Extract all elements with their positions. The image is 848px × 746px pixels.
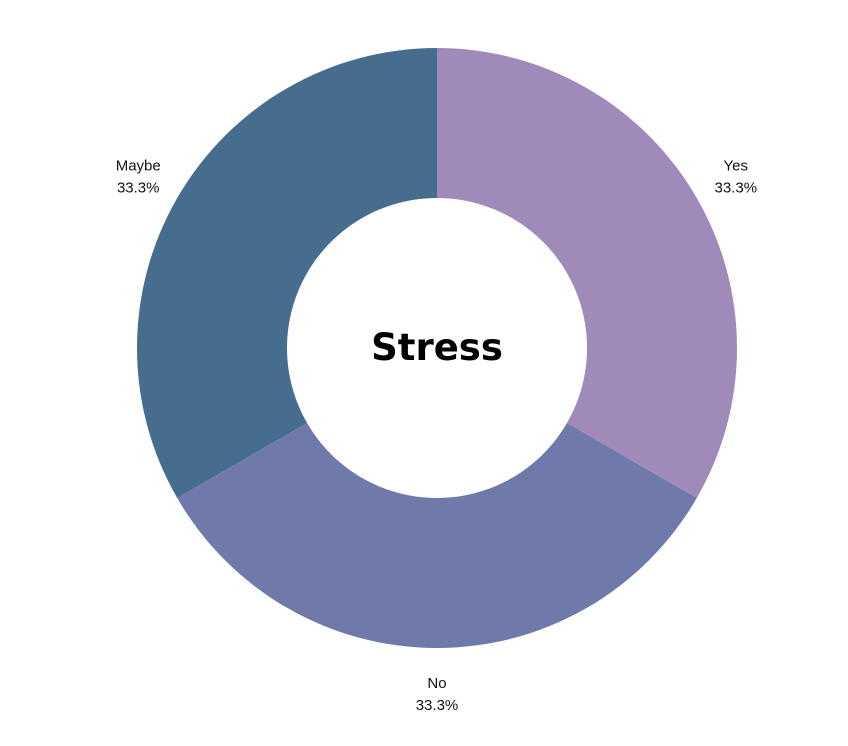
slice-percent-yes: 33.3% xyxy=(715,180,758,197)
slice-label-no: No xyxy=(427,675,446,692)
slice-percent-no: 33.3% xyxy=(416,697,459,714)
slice-labels: Yes 33.3% No 33.3% Maybe 33.3% xyxy=(116,158,757,715)
donut-slices xyxy=(136,48,737,648)
slice-percent-maybe: 33.3% xyxy=(117,180,160,197)
chart-title: Stress xyxy=(371,326,503,369)
slice-maybe xyxy=(136,48,437,498)
slice-yes xyxy=(437,48,737,498)
slice-label-yes: Yes xyxy=(724,158,748,175)
slice-no xyxy=(177,423,697,648)
slice-label-maybe: Maybe xyxy=(116,158,161,175)
